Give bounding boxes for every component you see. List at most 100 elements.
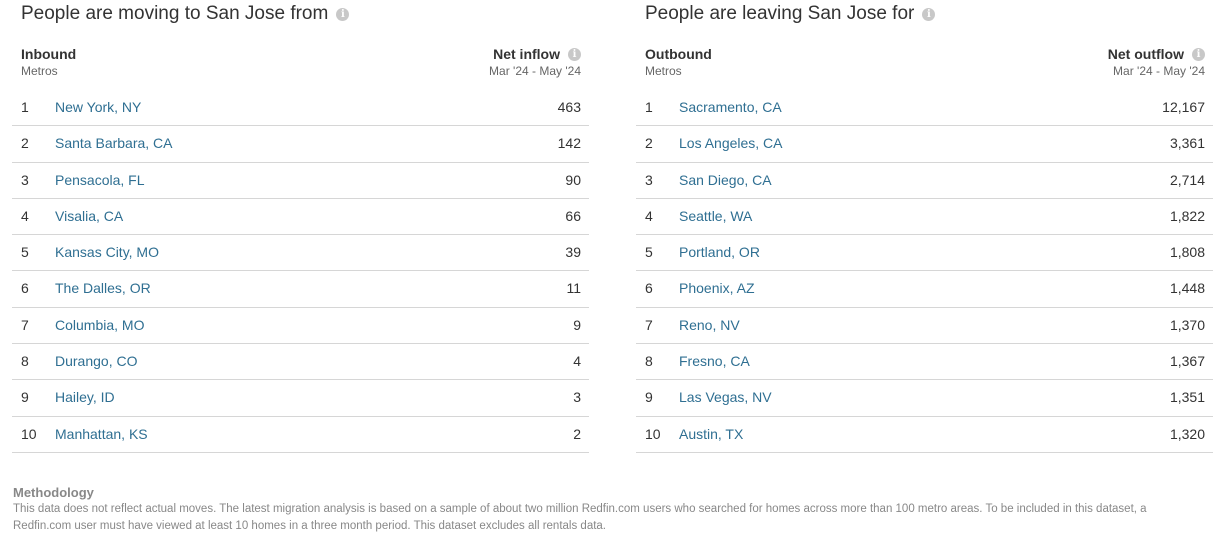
outbound-panel: People are leaving San Jose for i Outbou… bbox=[636, 0, 1213, 453]
table-row: 5 Portland, OR 1,808 bbox=[636, 235, 1213, 272]
metro-link[interactable]: Las Vegas, NV bbox=[679, 389, 772, 406]
metro-link[interactable]: Kansas City, MO bbox=[55, 244, 159, 261]
row-rank: 7 bbox=[21, 316, 29, 333]
row-rank: 3 bbox=[21, 171, 29, 188]
row-rank: 1 bbox=[21, 99, 29, 115]
info-icon[interactable]: i bbox=[336, 7, 350, 21]
row-value: 1,351 bbox=[1169, 389, 1205, 406]
inbound-title-row: People are moving to San Jose from i bbox=[12, 0, 589, 28]
table-row: 10 Austin, TX 1,320 bbox=[636, 417, 1213, 453]
row-rank: 4 bbox=[645, 207, 653, 224]
row-value: 2 bbox=[573, 425, 581, 442]
metro-link[interactable]: Fresno, CA bbox=[679, 353, 750, 370]
row-value: 66 bbox=[565, 207, 581, 224]
outbound-table: 1 Sacramento, CA 12,167 2 Los Angeles, CA 3,3… bbox=[636, 90, 1213, 453]
table-row: 8 Fresno, CA 1,367 bbox=[636, 344, 1213, 381]
metro-link[interactable]: New York, NY bbox=[55, 99, 142, 115]
metro-link[interactable]: Visalia, CA bbox=[55, 207, 124, 224]
metro-link[interactable]: Seattle, WA bbox=[679, 207, 753, 224]
row-rank: 8 bbox=[21, 353, 29, 370]
row-value: 1,320 bbox=[1169, 425, 1205, 442]
metro-link[interactable]: Austin, TX bbox=[679, 425, 744, 442]
row-rank: 7 bbox=[645, 316, 653, 333]
metro-link[interactable]: Pensacola, FL bbox=[55, 171, 145, 188]
row-value: 1,448 bbox=[1169, 280, 1205, 297]
metro-link[interactable]: San Diego, CA bbox=[679, 171, 772, 188]
row-value: 1,808 bbox=[1169, 244, 1205, 261]
table-row: 2 Santa Barbara, CA 142 bbox=[12, 126, 589, 163]
row-value: 11 bbox=[566, 280, 581, 297]
row-rank: 6 bbox=[21, 280, 29, 297]
inbound-date-range: Mar '24 - May '24 bbox=[489, 64, 581, 78]
outbound-col-label: Outbound bbox=[645, 46, 712, 62]
row-value: 1,367 bbox=[1169, 353, 1205, 370]
table-row: 5 Kansas City, MO 39 bbox=[12, 235, 589, 272]
row-rank: 3 bbox=[645, 171, 653, 188]
table-row: 1 Sacramento, CA 12,167 bbox=[636, 90, 1213, 127]
row-rank: 6 bbox=[645, 280, 653, 297]
row-rank: 9 bbox=[21, 389, 29, 406]
metro-link[interactable]: Santa Barbara, CA bbox=[55, 135, 173, 152]
inbound-panel: People are moving to San Jose from i Inb… bbox=[12, 0, 589, 453]
row-value: 1,822 bbox=[1169, 207, 1205, 224]
table-row: 7 Reno, NV 1,370 bbox=[636, 308, 1213, 345]
metro-link[interactable]: Portland, OR bbox=[679, 244, 760, 261]
row-rank: 10 bbox=[645, 425, 661, 442]
metro-link[interactable]: Sacramento, CA bbox=[679, 99, 782, 115]
metro-link[interactable]: Hailey, ID bbox=[55, 389, 115, 406]
row-value: 39 bbox=[565, 244, 581, 261]
net-inflow-label: Net inflow bbox=[493, 46, 560, 62]
table-row: 4 Visalia, CA 66 bbox=[12, 199, 589, 236]
table-row: 6 The Dalles, OR 11 bbox=[12, 271, 589, 308]
outbound-title: People are leaving San Jose for bbox=[645, 3, 915, 24]
metro-link[interactable]: Manhattan, KS bbox=[55, 425, 148, 442]
row-value: 12,167 bbox=[1162, 99, 1205, 115]
outbound-table-header: Outbound Metros Net outflow i Mar '24 - … bbox=[636, 44, 1213, 90]
info-icon[interactable]: i bbox=[1192, 47, 1205, 61]
outbound-title-row: People are leaving San Jose for i bbox=[636, 0, 1213, 28]
info-icon[interactable]: i bbox=[922, 7, 936, 21]
net-outflow-label: Net outflow bbox=[1107, 46, 1184, 62]
inbound-title: People are moving to San Jose from bbox=[21, 3, 329, 24]
row-value: 1,370 bbox=[1169, 316, 1205, 333]
row-rank: 2 bbox=[645, 135, 653, 152]
row-rank: 2 bbox=[21, 135, 29, 152]
table-row: 6 Phoenix, AZ 1,448 bbox=[636, 271, 1213, 308]
row-rank: 10 bbox=[21, 425, 37, 442]
table-row: 1 New York, NY 463 bbox=[12, 90, 589, 127]
methodology: Methodology This data does not reflect a… bbox=[13, 485, 1203, 535]
row-value: 4 bbox=[573, 353, 581, 370]
info-icon[interactable]: i bbox=[568, 47, 581, 61]
row-value: 142 bbox=[557, 135, 581, 152]
metro-link[interactable]: Columbia, MO bbox=[55, 316, 145, 333]
row-value: 3 bbox=[573, 389, 581, 406]
table-row: 3 San Diego, CA 2,714 bbox=[636, 163, 1213, 199]
row-value: 463 bbox=[557, 99, 581, 115]
table-row: 7 Columbia, MO 9 bbox=[12, 308, 589, 345]
inbound-table: 1 New York, NY 463 2 Santa Barbara, CA 142 3 Pe… bbox=[12, 90, 589, 453]
outbound-date-range: Mar '24 - May '24 bbox=[1113, 64, 1205, 78]
row-rank: 5 bbox=[645, 244, 653, 261]
row-rank: 9 bbox=[645, 389, 653, 406]
row-rank: 8 bbox=[645, 353, 653, 370]
row-rank: 5 bbox=[21, 244, 29, 261]
row-value: 90 bbox=[565, 171, 581, 188]
row-rank: 4 bbox=[21, 207, 29, 224]
table-row: 2 Los Angeles, CA 3,361 bbox=[636, 126, 1213, 163]
inbound-table-header: Inbound Metros Net inflow i Mar '24 - Ma… bbox=[12, 44, 589, 90]
row-value: 3,361 bbox=[1169, 135, 1205, 152]
metro-link[interactable]: Reno, NV bbox=[679, 316, 740, 333]
metro-link[interactable]: Phoenix, AZ bbox=[679, 280, 755, 297]
metro-link[interactable]: Durango, CO bbox=[55, 353, 138, 370]
row-rank: 1 bbox=[645, 99, 653, 115]
table-row: 4 Seattle, WA 1,822 bbox=[636, 199, 1213, 236]
metro-link[interactable]: The Dalles, OR bbox=[55, 280, 151, 297]
methodology-title: Methodology bbox=[13, 485, 94, 500]
row-value: 9 bbox=[573, 316, 581, 333]
methodology-text: This data does not reflect actual moves.… bbox=[13, 503, 1147, 532]
inbound-col-sublabel: Metros bbox=[21, 64, 58, 78]
inbound-col-label: Inbound bbox=[21, 46, 77, 62]
table-row: 9 Las Vegas, NV 1,351 bbox=[636, 380, 1213, 417]
metro-link[interactable]: Los Angeles, CA bbox=[679, 135, 783, 152]
outbound-col-sublabel: Metros bbox=[645, 64, 682, 78]
